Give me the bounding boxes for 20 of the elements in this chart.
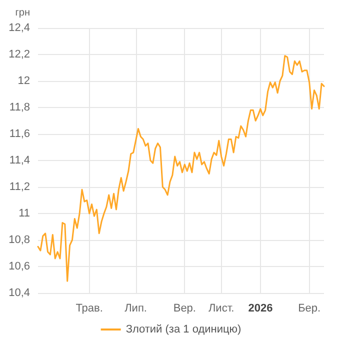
x-tick-label: Лип. bbox=[124, 302, 147, 314]
y-tick-label: 10,4 bbox=[8, 287, 30, 299]
y-tick-label: 11,4 bbox=[9, 154, 30, 166]
line-series bbox=[37, 55, 325, 282]
y-tick-label: 12 bbox=[18, 75, 30, 87]
x-tick-label: Бер. bbox=[298, 302, 321, 314]
y-tick-label: 12,4 bbox=[8, 22, 30, 34]
y-tick-label: 11,2 bbox=[9, 181, 30, 193]
y-tick-label: 12,2 bbox=[8, 48, 30, 60]
y-tick-label: 11 bbox=[18, 208, 30, 220]
x-tick-label: Вер. bbox=[173, 302, 196, 314]
x-tick-label: 2026 bbox=[248, 302, 273, 314]
x-tick-label: Лист. bbox=[208, 302, 234, 314]
y-tick-label: 11,6 bbox=[9, 128, 30, 140]
y-tick-label: 11,8 bbox=[9, 102, 30, 114]
y-tick-label: 10,8 bbox=[8, 234, 30, 246]
y-tick-label: 10,6 bbox=[8, 260, 30, 272]
y-axis-title: грн bbox=[15, 8, 30, 18]
legend-label: Злотий (за 1 одиницю) bbox=[126, 324, 242, 336]
x-tick-label: Трав. bbox=[76, 302, 103, 314]
